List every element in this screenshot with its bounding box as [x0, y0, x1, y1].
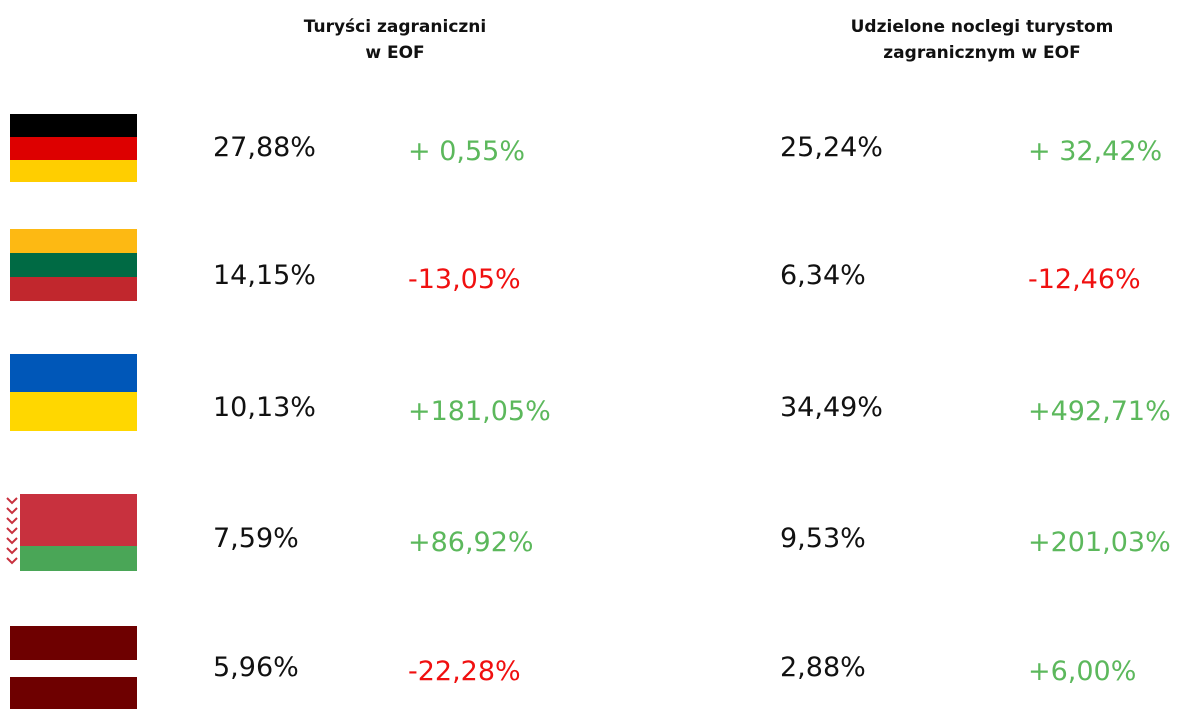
column-header: Udzielone noclegi turystom zagranicznym … — [772, 14, 1179, 66]
change: + 0,55% — [408, 136, 525, 167]
header-line: w EOF — [365, 43, 425, 63]
flag-ukraine — [10, 354, 137, 431]
change: + 32,42% — [1028, 136, 1163, 167]
share: 10,13% — [213, 392, 316, 423]
change: +6,00% — [1028, 656, 1137, 687]
share: 34,49% — [780, 392, 883, 423]
share: 27,88% — [213, 132, 316, 163]
flag-lithuania — [10, 229, 137, 301]
change: +181,05% — [408, 396, 551, 427]
header-line: zagranicznym w EOF — [883, 43, 1081, 63]
share: 14,15% — [213, 260, 316, 291]
share: 5,96% — [213, 652, 299, 683]
change: -12,46% — [1028, 264, 1141, 295]
share: 7,59% — [213, 523, 299, 554]
flag-latvia — [10, 626, 137, 709]
change: -13,05% — [408, 264, 521, 295]
share: 25,24% — [780, 132, 883, 163]
change: +492,71% — [1028, 396, 1171, 427]
header-line: Udzielone noclegi turystom — [850, 17, 1114, 37]
flag-belarus — [5, 494, 137, 571]
header-line: Turyści zagraniczni — [303, 17, 487, 37]
flag-germany — [10, 114, 137, 182]
change: -22,28% — [408, 656, 521, 687]
change: +201,03% — [1028, 527, 1171, 558]
share: 6,34% — [780, 260, 866, 291]
change: +86,92% — [408, 527, 534, 558]
share: 2,88% — [780, 652, 866, 683]
column-header: Turyści zagraniczni w EOF — [185, 14, 605, 66]
share: 9,53% — [780, 523, 866, 554]
